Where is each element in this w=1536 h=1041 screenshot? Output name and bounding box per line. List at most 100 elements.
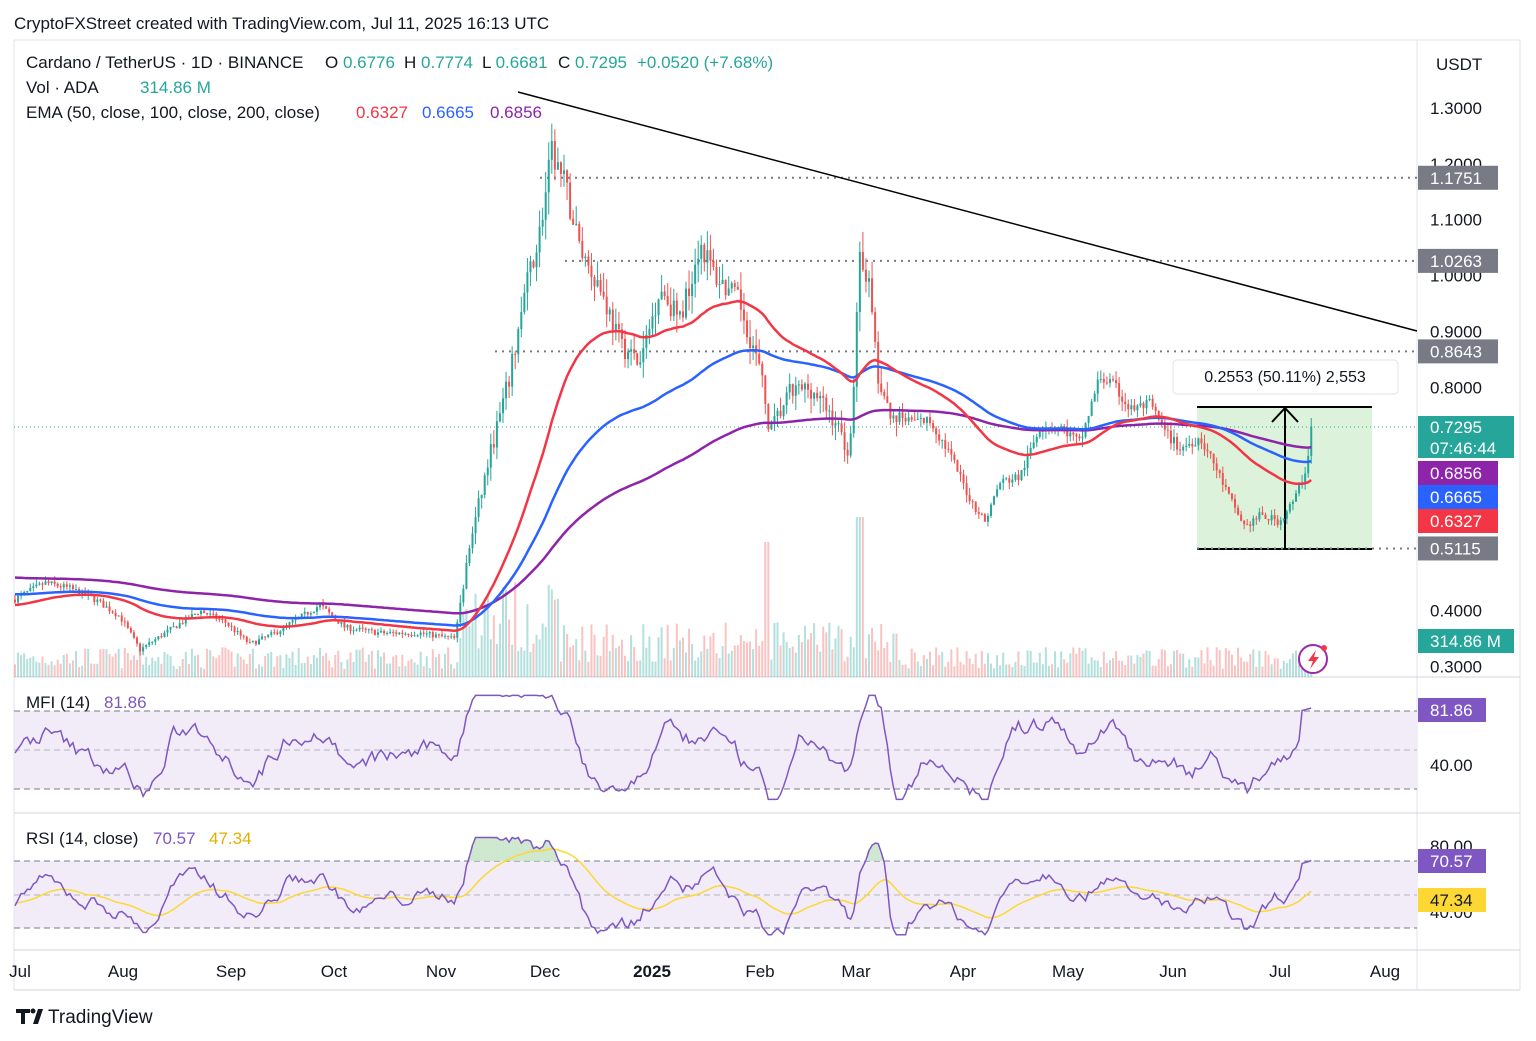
- candle-body: [340, 622, 343, 624]
- candle-body: [1090, 401, 1093, 416]
- candle-body: [145, 644, 148, 648]
- candle-body: [251, 640, 254, 642]
- candle-body: [883, 391, 886, 397]
- volume-bar: [319, 647, 321, 677]
- candle-body: [563, 170, 565, 174]
- volume-bar: [331, 667, 334, 677]
- candle-body: [514, 353, 517, 355]
- candle-body: [233, 626, 236, 633]
- volume-bar: [538, 639, 541, 677]
- volume-bar: [178, 666, 181, 677]
- candle-body: [389, 631, 392, 633]
- candle-body: [1139, 403, 1142, 406]
- volume-bar: [404, 666, 407, 677]
- volume-bar: [96, 663, 99, 677]
- volume-bar: [163, 651, 166, 677]
- candle-body: [919, 417, 922, 419]
- price-badge-value: 0.7295: [1430, 418, 1482, 437]
- candle-body: [813, 392, 816, 399]
- candle-body: [1078, 436, 1081, 439]
- candle-body: [468, 548, 471, 564]
- lightning-icon[interactable]: [1298, 644, 1328, 674]
- volume-bar: [465, 608, 468, 677]
- volume-bar: [697, 657, 700, 677]
- candle-body: [553, 141, 556, 170]
- candle-body: [492, 444, 495, 448]
- candle-body: [410, 635, 413, 637]
- candle-body: [1112, 379, 1114, 381]
- candle-body: [1224, 484, 1227, 488]
- candle-body: [1020, 470, 1023, 481]
- price-tick: 0.4000: [1430, 602, 1482, 621]
- level-badge-text: 1.1751: [1430, 169, 1482, 188]
- candle-body: [227, 622, 230, 626]
- candle-body: [959, 471, 962, 475]
- level-badge-text: 0.8643: [1430, 342, 1482, 361]
- volume-bar: [581, 626, 584, 677]
- candle-body: [1218, 470, 1221, 474]
- volume-bar: [755, 629, 758, 677]
- volume-bar: [578, 660, 581, 677]
- candle-body: [617, 323, 620, 330]
- candle-body: [221, 618, 224, 620]
- candle-body: [178, 623, 181, 629]
- candle-body: [401, 632, 404, 635]
- volume-bar: [364, 661, 367, 677]
- volume-bar: [956, 647, 959, 677]
- volume-bar: [895, 633, 898, 677]
- measure-tool[interactable]: [1197, 406, 1372, 550]
- volume-bar: [1166, 666, 1169, 677]
- volume-bar: [608, 650, 611, 677]
- trendline[interactable]: [517, 91, 1418, 332]
- volume-bar: [840, 629, 843, 677]
- tradingview-logo[interactable]: TradingView: [16, 1007, 153, 1028]
- candle-body: [523, 292, 526, 313]
- volume-bar: [224, 647, 227, 677]
- volume-bar: [1115, 651, 1118, 677]
- volume-bar: [880, 623, 883, 677]
- volume-bar: [294, 664, 297, 677]
- price-axis[interactable]: USDT 1.30001.20001.10001.00000.90000.800…: [1418, 55, 1514, 922]
- time-label: Sep: [216, 962, 246, 981]
- candle-body: [868, 278, 870, 282]
- time-axis[interactable]: Jul Aug Sep Oct Nov Dec 2025 Feb Mar Apr May Jun Jul…: [9, 962, 1400, 981]
- volume-bar: [1224, 648, 1227, 677]
- candle-body: [624, 338, 626, 360]
- candle-body: [486, 467, 489, 476]
- candle-body: [1145, 400, 1148, 409]
- candle-body: [816, 392, 819, 399]
- candle-body: [993, 496, 996, 505]
- rsi-label: RSI (14, close): [26, 829, 138, 848]
- candle-body: [303, 611, 306, 614]
- candle-body: [904, 418, 907, 422]
- volume-bar: [1108, 660, 1111, 677]
- volume-bar: [1142, 653, 1145, 677]
- candle-body: [1182, 446, 1185, 451]
- volume-bar: [273, 666, 276, 677]
- candle-body: [163, 632, 166, 638]
- volume-bar: [816, 644, 819, 677]
- volume-bar: [541, 623, 544, 677]
- candle-body: [386, 632, 389, 634]
- volume-bar: [291, 651, 294, 677]
- volume-bar: [218, 655, 221, 677]
- candle-body: [1212, 453, 1215, 464]
- volume-bar: [1209, 660, 1212, 677]
- volume-bar: [1237, 647, 1240, 677]
- volume-bar: [312, 655, 315, 677]
- volume-bar: [1060, 651, 1063, 677]
- candle-body: [517, 329, 520, 355]
- volume-bar: [721, 645, 724, 677]
- candle-body: [636, 353, 639, 365]
- candle-body: [986, 515, 989, 522]
- volume-bar: [154, 661, 157, 677]
- volume-bar: [520, 647, 523, 677]
- volume-bar: [343, 668, 346, 677]
- legend-h-label: H: [404, 53, 416, 72]
- volume-bars: [14, 517, 1313, 677]
- volume-bar: [306, 656, 309, 677]
- volume-bar: [1246, 661, 1249, 677]
- volume-bar: [1072, 647, 1075, 677]
- volume-bar: [849, 636, 852, 677]
